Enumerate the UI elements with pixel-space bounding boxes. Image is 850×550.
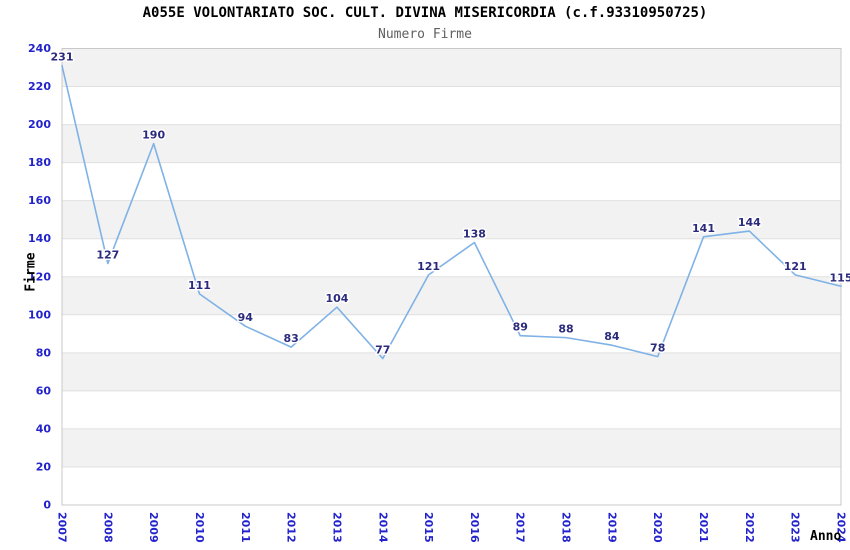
y-tick-label: 160 [28,194,51,207]
x-tick-label: 2014 [376,512,389,543]
data-point-label: 190 [142,129,165,142]
x-tick-label: 2023 [789,512,802,543]
chart-subtitle: Numero Firme [378,27,472,42]
x-tick-label: 2021 [697,512,710,543]
y-tick-label: 80 [36,346,52,359]
data-point-label: 138 [463,228,486,241]
x-tick-label: 2022 [743,512,756,543]
plot-band [62,428,841,467]
plot-band [62,276,841,315]
y-tick-label: 220 [28,80,51,93]
data-point-label: 121 [417,260,440,273]
plot-border [61,48,842,506]
x-tick-label: 2007 [56,512,69,543]
data-point-label: 104 [325,292,348,305]
x-tick-label: 2015 [422,512,435,543]
y-tick-label: 120 [28,270,51,283]
data-point-label: 115 [830,271,850,284]
x-tick-label: 2013 [330,512,343,543]
x-tick-label: 2011 [239,512,252,543]
x-tick-label: 2018 [560,512,573,543]
y-tick-label: 20 [36,460,52,473]
x-tick-label: 2012 [285,512,298,543]
data-point-label: 141 [692,222,715,235]
data-point-label: 231 [51,51,74,64]
data-point-label: 83 [283,332,298,345]
x-tick-label: 2017 [514,512,527,543]
chart-title: A055E VOLONTARIATO SOC. CULT. DIVINA MIS… [142,5,708,21]
y-tick-label: 180 [28,156,51,169]
x-tick-label: 2024 [835,512,848,543]
plot-band [62,48,841,87]
data-point-label: 111 [188,279,211,292]
trend-line [61,64,842,360]
y-tick-label: 60 [36,384,52,397]
data-point-label: 144 [738,216,761,229]
data-point-label: 127 [96,248,119,261]
data-point-label: 89 [513,321,528,334]
x-tick-label: 2010 [193,512,206,543]
x-tick-label: 2009 [147,512,160,543]
data-point-label: 94 [238,311,254,324]
x-tick-label: 2020 [651,512,664,543]
data-point-label: 88 [558,323,573,336]
plot-band [62,124,841,163]
x-tick-label: 2008 [101,512,114,543]
plot-band [62,352,841,391]
y-tick-label: 0 [43,499,51,512]
y-tick-label: 200 [28,118,51,131]
data-point-label: 78 [650,342,665,355]
data-point-label: 77 [375,344,390,357]
x-axis-title: Anno [810,529,842,544]
plot-band [62,200,841,239]
y-tick-label: 240 [28,42,51,55]
data-point-label: 121 [784,260,807,273]
y-axis-title: Firme [23,252,39,292]
y-tick-label: 40 [36,422,52,435]
x-tick-label: 2019 [605,512,618,543]
x-tick-label: 2016 [468,512,481,543]
y-tick-label: 100 [28,308,51,321]
y-tick-label: 140 [28,232,51,245]
data-point-label: 84 [604,330,620,343]
